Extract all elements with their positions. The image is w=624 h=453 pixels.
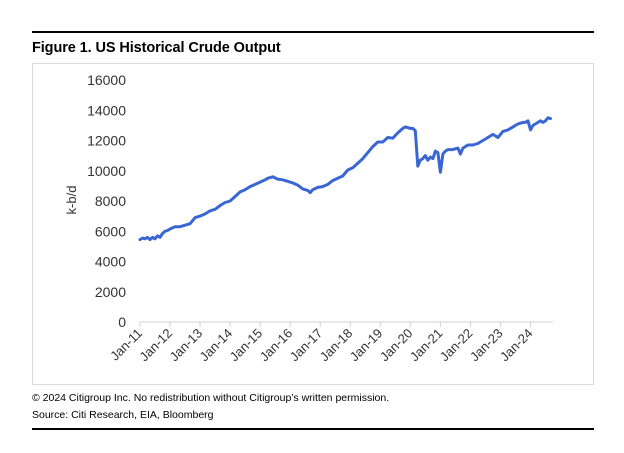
x-tick-label: Jan-19: [347, 326, 386, 365]
x-tick-label: Jan-20: [377, 326, 416, 365]
y-axis-ticks: 0 2000 4000 6000 8000 10000 12000 14000 16000: [87, 72, 126, 330]
x-tick-label: Jan-15: [227, 326, 266, 365]
y-tick-label: 14000: [87, 102, 126, 118]
x-tick-label: Jan-14: [197, 326, 236, 365]
x-tick-label: Jan-16: [257, 326, 296, 365]
y-tick-label: 2000: [95, 284, 126, 300]
x-axis-ticks: Jan-11Jan-12Jan-13Jan-14Jan-15Jan-16Jan-…: [107, 321, 553, 365]
copyright-note: © 2024 Citigroup Inc. No redistribution …: [32, 392, 390, 404]
y-axis-label: k-b/d: [64, 186, 79, 215]
y-tick-label: 10000: [87, 163, 126, 179]
x-tick-label: Jan-22: [437, 326, 476, 365]
y-tick-label: 6000: [95, 223, 126, 239]
x-tick-label: Jan-13: [166, 326, 205, 365]
x-tick-label: Jan-24: [497, 326, 536, 365]
x-tick-label: Jan-17: [287, 326, 326, 365]
output-series-line: [138, 116, 552, 242]
plot-frame: [32, 63, 594, 385]
x-tick-label: Jan-23: [467, 326, 506, 365]
y-tick-label: 8000: [95, 193, 126, 209]
x-tick-label: Jan-21: [407, 326, 446, 365]
x-tick-label: Jan-18: [317, 326, 356, 365]
x-tick-label: Jan-12: [136, 326, 175, 365]
figure-title: Figure 1. US Historical Crude Output: [32, 40, 281, 56]
y-tick-label: 12000: [87, 133, 126, 149]
bottom-rule: [32, 428, 594, 430]
y-tick-label: 16000: [87, 72, 126, 88]
y-tick-label: 4000: [95, 254, 126, 270]
source-note: Source: Citi Research, EIA, Bloomberg: [32, 409, 214, 421]
top-rule: [32, 31, 594, 33]
y-tick-label: 0: [118, 314, 126, 330]
